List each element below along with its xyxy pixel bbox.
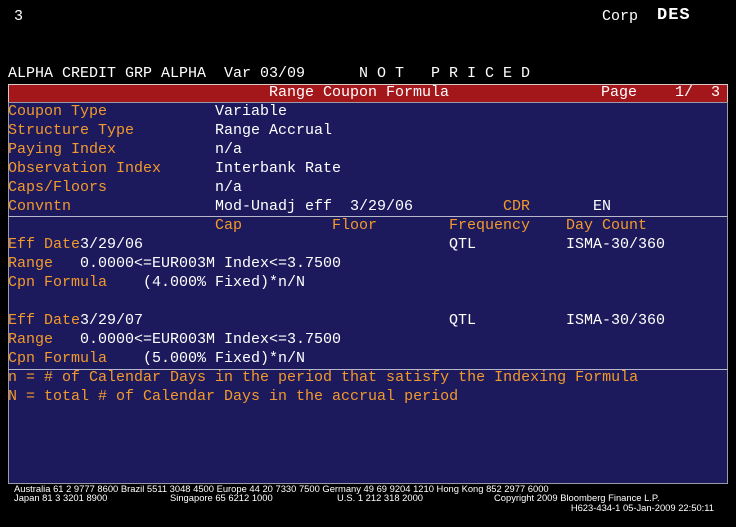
field-label: Caps/Floors <box>8 179 108 196</box>
field-label: Observation Index <box>8 160 162 177</box>
note: N = total # of Calendar Days in the accr… <box>8 388 459 405</box>
function-code: DES <box>657 6 691 25</box>
field-value: n/a <box>215 141 243 158</box>
page-number: 1/ 3 <box>675 84 721 101</box>
field-value: ISMA-30/360 <box>566 236 666 253</box>
field-label: Structure Type <box>8 122 135 139</box>
screen-title: Range Coupon Formula <box>269 84 450 101</box>
footer-contacts: Australia 61 2 9777 8600 Brazil 5511 304… <box>14 483 549 494</box>
field-value: QTL <box>449 236 477 253</box>
footer-id: H623-434-1 05-Jan-2009 22:50:11 <box>570 502 714 513</box>
field-value: (4.000% Fixed)*n/N <box>143 274 306 291</box>
footer-contacts: Copyright 2009 Bloomberg Finance L.P. <box>494 492 660 503</box>
field-value: 3/29/07 <box>80 312 144 329</box>
field-value: 3/29/06 <box>80 236 144 253</box>
field-label: Range <box>8 331 54 348</box>
screen-number: 3 <box>14 8 24 25</box>
content-panel <box>8 102 728 484</box>
field-value: QTL <box>449 312 477 329</box>
note: n = # of Calendar Days in the period tha… <box>8 369 639 386</box>
page-label: Page <box>601 84 638 101</box>
separator <box>8 216 728 217</box>
field-label: Convntn <box>8 198 72 215</box>
field-value: (5.000% Fixed)*n/N <box>143 350 306 367</box>
field-value: Range Accrual <box>215 122 333 139</box>
field-value: Mod-Unadj eff 3/29/06 <box>215 198 414 215</box>
footer-contacts: Japan 81 3 3201 8900 <box>14 492 108 503</box>
field-value: n/a <box>215 179 243 196</box>
field-label: Paying Index <box>8 141 117 158</box>
column-header: Day Count <box>566 217 648 234</box>
field-label: CDR <box>503 198 531 215</box>
field-value: 0.0000<=EUR003M Index<=3.7500 <box>80 255 342 272</box>
field-label: Eff Date <box>8 236 81 253</box>
footer-contacts: Singapore 65 6212 1000 <box>170 492 273 503</box>
separator <box>8 369 728 370</box>
field-label: Cpn Formula <box>8 274 108 291</box>
footer-contacts: U.S. 1 212 318 2000 <box>337 492 424 503</box>
security-name: ALPHA CREDIT GRP ALPHA <box>8 65 207 82</box>
field-label: Cpn Formula <box>8 350 108 367</box>
field-value: 0.0000<=EUR003M Index<=3.7500 <box>80 331 342 348</box>
field-label: Range <box>8 255 54 272</box>
price-status: N O T P R I C E D <box>359 65 531 82</box>
field-value: ISMA-30/360 <box>566 312 666 329</box>
field-label: Eff Date <box>8 312 81 329</box>
column-header: Floor <box>332 217 378 234</box>
field-label: Coupon Type <box>8 103 108 120</box>
market-key: Corp <box>602 8 639 25</box>
security-ticker: Var 03/09 <box>224 65 306 82</box>
column-header: Frequency <box>449 217 531 234</box>
column-header: Cap <box>215 217 243 234</box>
field-value: EN <box>593 198 612 215</box>
field-value: Interbank Rate <box>215 160 342 177</box>
field-value: Variable <box>215 103 288 120</box>
